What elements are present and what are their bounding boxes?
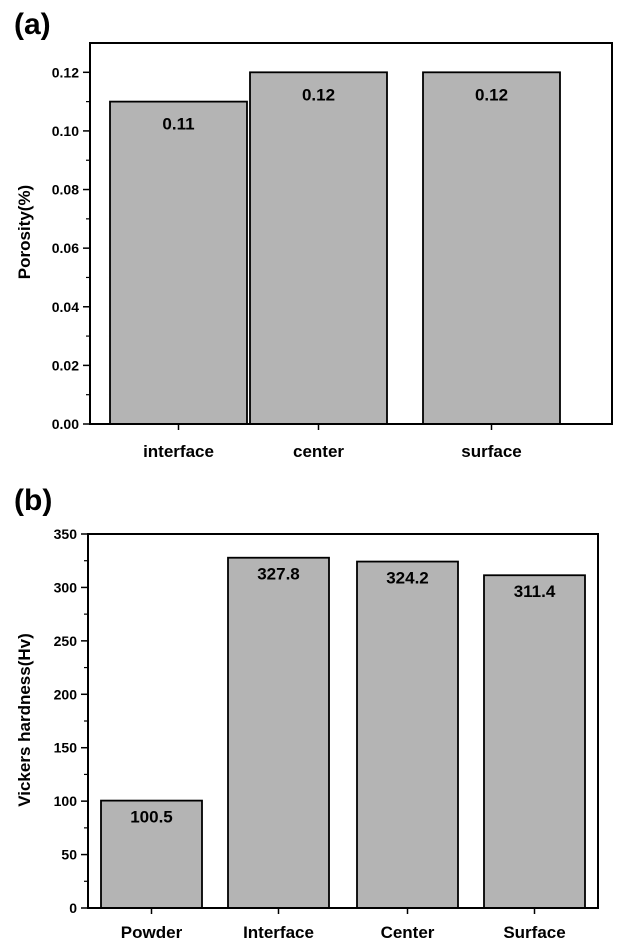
y-tick-label: 250 [54,633,78,649]
y-tick-label: 0.10 [52,123,79,139]
data-label-surface: 0.12 [475,85,508,104]
data-label-interface: 0.11 [162,115,194,134]
y-tick-label: 150 [54,740,78,756]
panel-a-label: (a) [14,8,51,41]
data-label-surface: 311.4 [514,582,556,601]
panel-b-y-axis-title: Vickers hardness(Hv) [15,633,34,807]
bar-interface [109,100,248,425]
plot-frame [89,42,613,425]
y-tick-label: 0.02 [52,357,79,373]
y-tick-label: 0.06 [52,240,79,256]
bar-interface [227,556,330,909]
data-label-center: 0.12 [302,85,335,104]
panel-a: (a) Porosity(%) 0.11interface0.12center0… [14,8,613,461]
x-tick-label-powder: Powder [121,923,183,942]
panel-b-label: (b) [14,484,52,517]
panel-a-plot: 0.11 interface 0.12 center 0.12 surface 0.00 0.… [52,42,613,461]
data-label-interface: 327.8 [257,565,300,584]
y-tick-label: 0.04 [52,299,79,315]
y-tick-label: 0 [69,900,77,916]
panel-b-plot: 100.5 Powder 327.8 Interface 324.2 Center 311.… [54,526,599,942]
data-label-powder: 100.5 [130,808,173,827]
bar-center [249,71,388,425]
y-tick-label: 0.00 [52,416,79,432]
y-tick-label: 300 [54,579,78,595]
x-tick-label-interface: Interface [243,923,314,942]
x-tick-label-center: Center [381,923,435,942]
y-tick-label: 0.08 [52,182,79,198]
y-tick-label: 100 [54,793,78,809]
bar-surface [483,574,586,909]
x-tick-label-center: center [293,442,344,461]
bar-center [356,560,459,909]
x-tick-label-interface: interface [143,442,214,461]
bar-surface [422,71,561,425]
y-tick-label: 200 [54,686,78,702]
x-tick-label-surface: surface [461,442,521,461]
data-label-center: 324.2 [386,569,429,588]
y-tick-label: 50 [61,847,77,863]
panel-a-y-axis-title: Porosity(%) [15,185,34,279]
y-tick-label: 0.12 [52,64,79,80]
y-tick-label: 350 [54,526,78,542]
panel-b: (b) Vickers hardness(Hv) 100.5 Powder 327.… [14,484,599,942]
x-tick-label-surface: Surface [503,923,565,942]
